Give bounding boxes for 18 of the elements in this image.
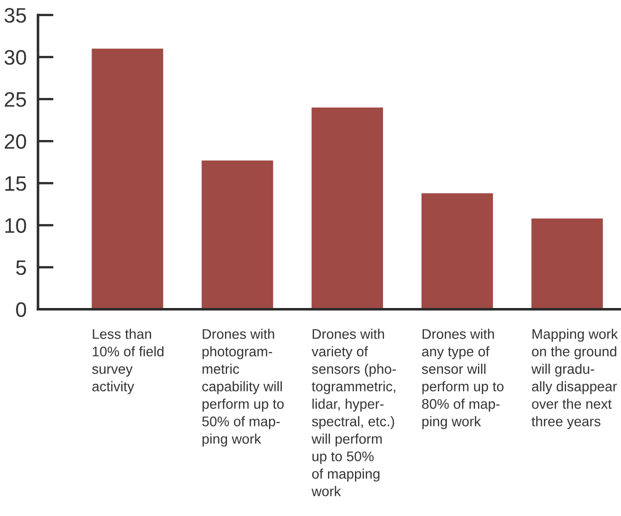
bar bbox=[531, 218, 603, 310]
x-tick-label: Drones with any type of sensor will perform up to 80% of map- ping work bbox=[422, 328, 504, 430]
x-tick-label: Less than 10% of field survey activity bbox=[92, 328, 164, 394]
bar bbox=[92, 48, 164, 310]
category-label: Drones with variety of sensors (pho- togrammetric, lidar, hyper- spectral, etc.) will perform up to 50% of mapping work bbox=[312, 328, 396, 496]
y-tick-label: 20 bbox=[4, 134, 26, 149]
y-tick-label: 0 bbox=[16, 302, 26, 318]
y-tick-label: 25 bbox=[4, 92, 26, 107]
y-tick-label: 5 bbox=[16, 260, 26, 276]
y-tick-label: 35 bbox=[4, 8, 26, 23]
bar bbox=[312, 107, 384, 310]
y-tick-label: 30 bbox=[4, 50, 26, 65]
y-tick-label: 15 bbox=[5, 176, 26, 191]
bar bbox=[202, 160, 274, 310]
x-tick-label: Mapping work on the ground will gradu- ally disappear over the next three years bbox=[531, 328, 618, 430]
y-tick-label: 10 bbox=[5, 218, 26, 233]
bar bbox=[422, 193, 493, 310]
x-tick-label: Drones with photogram- metric capability will perform up to 50% of map- ping work bbox=[202, 328, 284, 447]
